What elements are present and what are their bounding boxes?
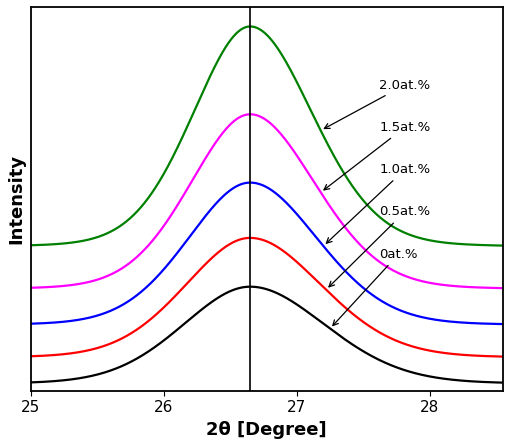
Text: 0.5at.%: 0.5at.%: [328, 205, 430, 287]
Text: 1.0at.%: 1.0at.%: [326, 163, 430, 243]
X-axis label: 2θ [Degree]: 2θ [Degree]: [206, 421, 326, 439]
Y-axis label: Intensity: Intensity: [7, 154, 25, 244]
Text: 0at.%: 0at.%: [332, 248, 417, 326]
Text: 2.0at.%: 2.0at.%: [324, 78, 430, 128]
Text: 1.5at.%: 1.5at.%: [323, 121, 430, 190]
